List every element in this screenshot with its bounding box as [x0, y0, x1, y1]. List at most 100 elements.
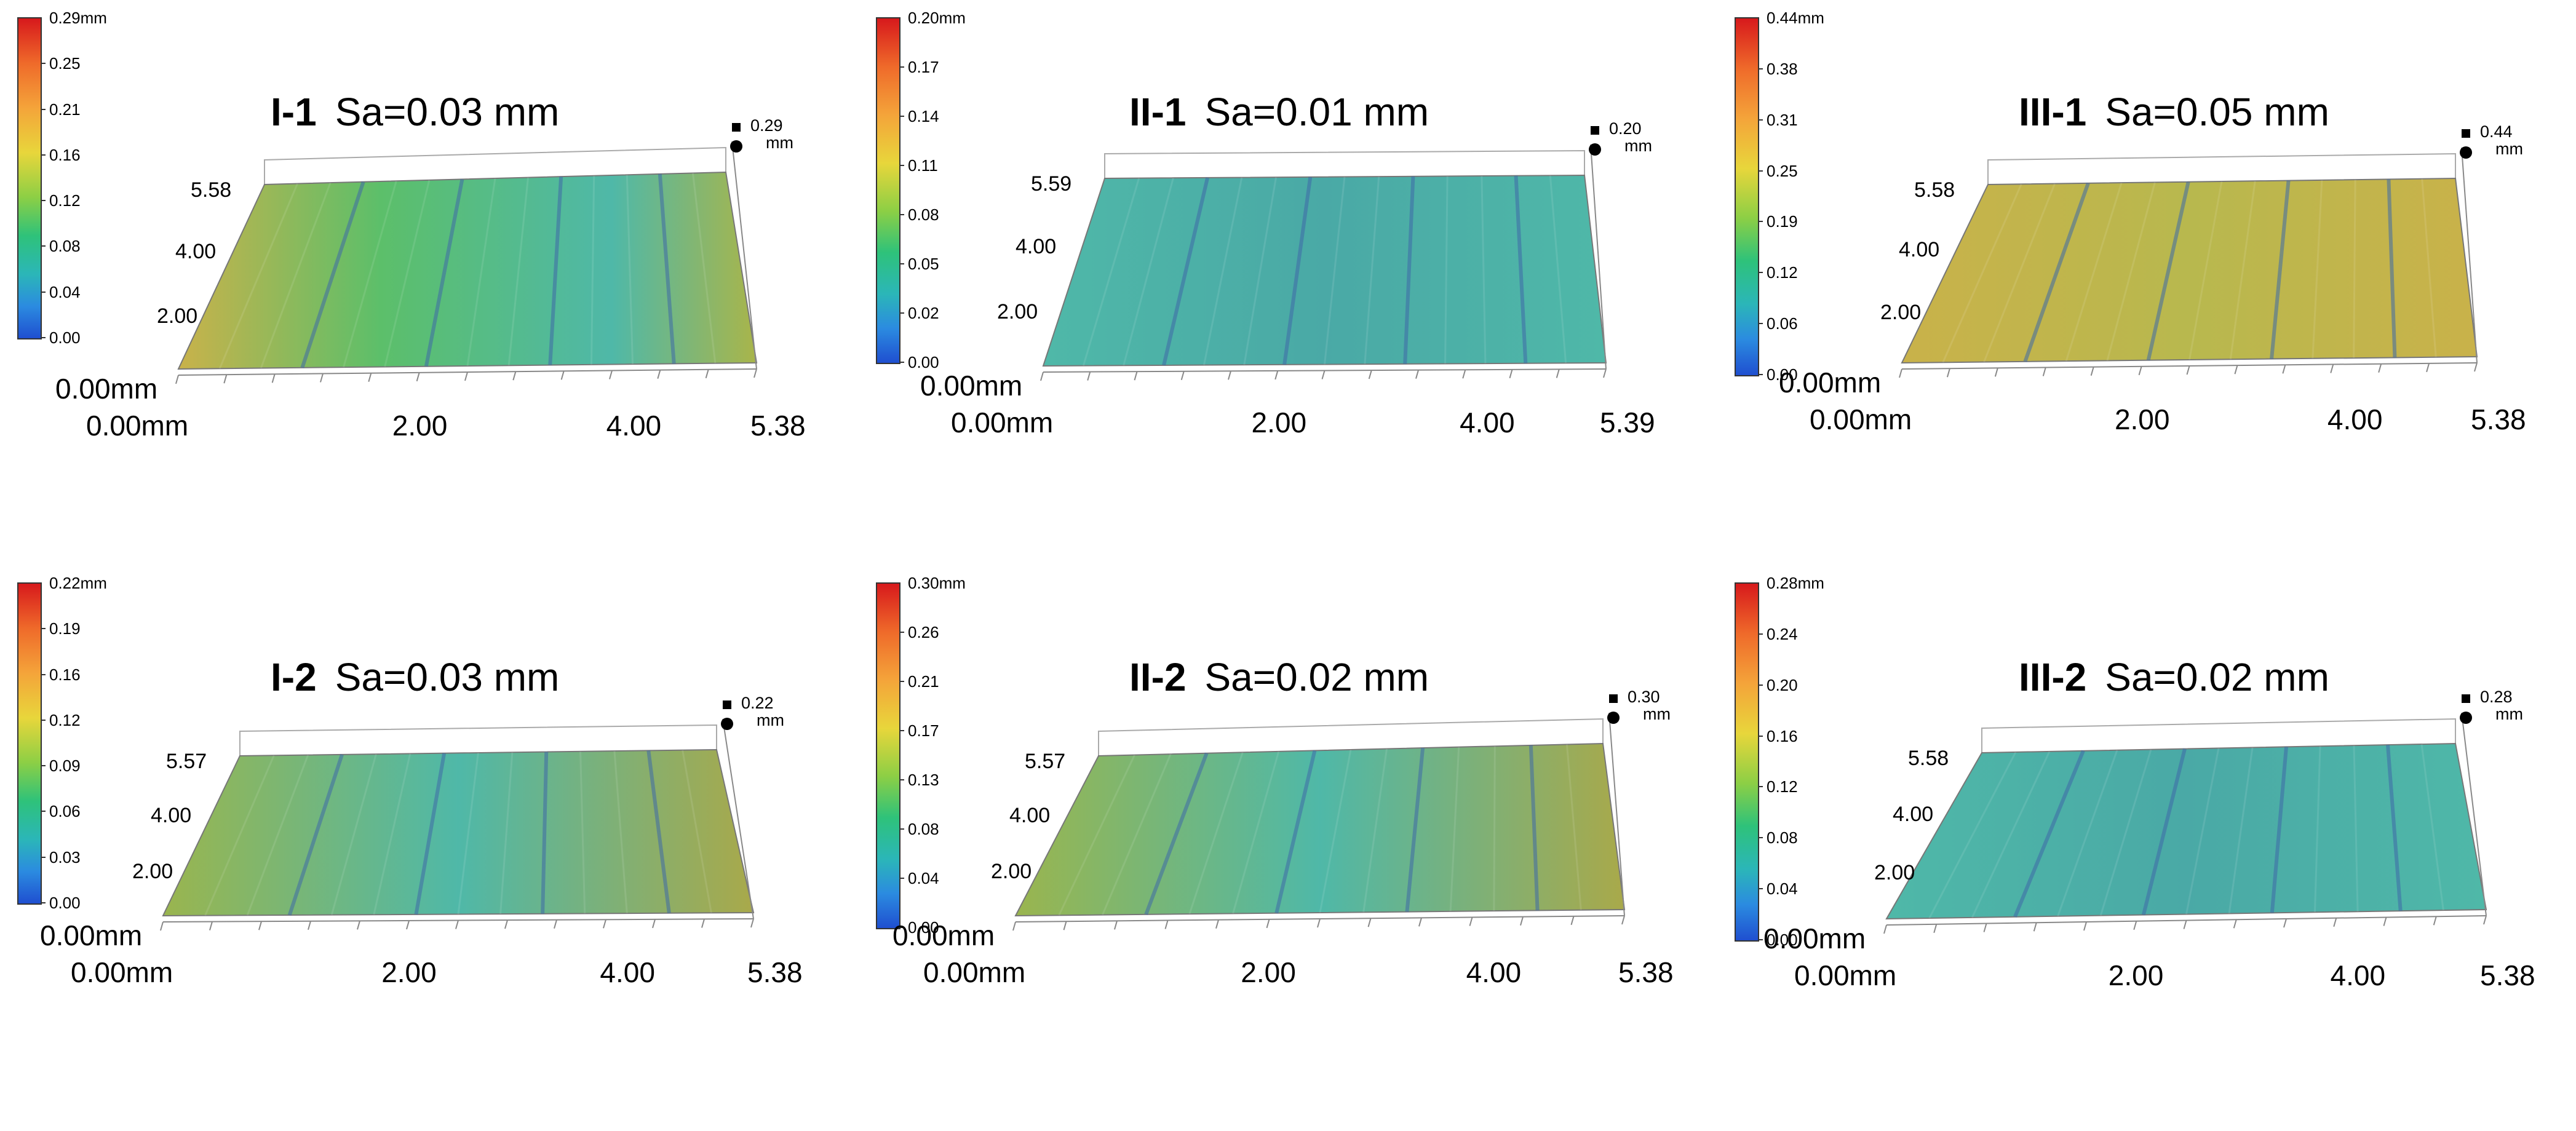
surface-striation — [2313, 746, 2321, 913]
surface-striation — [2106, 182, 2156, 361]
y-axis-tick-label: 5.58 — [1914, 178, 1955, 202]
surface-striation — [300, 181, 365, 368]
z-unit-label: mm — [2495, 140, 2523, 158]
surface-striation — [457, 752, 479, 915]
x-axis-tick-label: 5.38 — [2480, 959, 2535, 991]
color-scale-tick — [899, 927, 904, 928]
color-scale-tick-label: 0.00 — [908, 353, 939, 371]
color-scale-tick — [41, 811, 46, 812]
color-scale-tick-label: 0.16 — [1767, 726, 1798, 745]
surface-striation — [1162, 177, 1210, 366]
x-tick — [554, 919, 557, 929]
x-tick — [1415, 370, 1419, 379]
surface-striation — [2420, 744, 2444, 911]
roughness-value: Sa=0.01 mm — [1204, 90, 1429, 134]
x-axis-tick-label: 2.00 — [381, 956, 437, 988]
surface-striation — [1058, 754, 1135, 916]
surface-striation — [384, 180, 431, 367]
x-axis-origin-label: 0.00mm — [951, 407, 1054, 439]
x-tick — [209, 921, 213, 931]
x-axis-tick-label: 4.00 — [1466, 956, 1522, 988]
surface-striation — [287, 753, 344, 916]
x-tick — [2433, 916, 2437, 926]
surface-striation — [626, 175, 634, 365]
color-scale-tick — [899, 214, 904, 215]
surface-frame — [1981, 718, 2456, 753]
z-unit-label: mm — [1624, 137, 1652, 155]
surface-plot — [1040, 144, 1607, 381]
color-scale-tick — [1758, 939, 1763, 940]
x-tick — [1621, 915, 1625, 925]
surface-striation — [1232, 751, 1280, 914]
surface-striation — [218, 183, 298, 369]
color-scale-tick-label: 0.03 — [49, 847, 81, 867]
surface-striation — [2353, 180, 2356, 359]
y-axis-tick-label: 2.00 — [997, 300, 1038, 324]
surface-striation — [2270, 747, 2288, 913]
color-scale-tick-label: 0.00 — [49, 894, 81, 912]
color-scale-tick — [899, 66, 904, 68]
surface-striation — [1565, 744, 1582, 910]
y-axis-tick-label: 2.00 — [1874, 860, 1915, 884]
surface-striation — [613, 751, 628, 914]
x-tick — [2474, 362, 2478, 372]
x-tick — [1946, 368, 1950, 378]
color-scale-tick — [41, 154, 46, 156]
surface-plot — [175, 141, 758, 384]
color-scale-tick-label: 0.12 — [1767, 777, 1798, 796]
x-axis-tick-label: 4.00 — [2330, 959, 2386, 991]
z-max-marker-square — [2462, 129, 2470, 138]
y-axis-tick-label: 4.00 — [1016, 234, 1057, 258]
z-axis-line — [1590, 144, 1607, 370]
y-axis-tick-label: 4.00 — [175, 240, 217, 263]
z-max-label: 0.29 — [750, 116, 783, 135]
x-tick — [1883, 924, 1887, 934]
color-scale-tick — [899, 362, 904, 363]
sample-label: I-2 — [271, 655, 317, 699]
surface-striation — [1403, 176, 1415, 364]
surface-striation — [548, 176, 563, 365]
x-tick — [2378, 363, 2382, 373]
z-unit-label: mm — [766, 133, 793, 152]
x-axis-tick-label: 2.00 — [2108, 959, 2164, 991]
color-scale-tick — [41, 719, 46, 721]
x-tick — [2283, 918, 2287, 928]
x-tick — [464, 371, 468, 381]
color-scale-tick-label: 0.08 — [1767, 828, 1798, 847]
x-tick — [1266, 919, 1270, 929]
x-tick — [368, 373, 372, 382]
surface-frame — [1104, 149, 1585, 178]
color-scale-tick-label: 0.06 — [49, 802, 81, 821]
x-axis-tick-label: 4.00 — [606, 410, 662, 442]
x-tick — [2133, 921, 2137, 931]
color-scale-tick — [1758, 272, 1763, 274]
x-tick — [1994, 368, 1998, 377]
x-tick — [2330, 364, 2334, 373]
surface-panel: 0.29mm 0.25 0.21 0.16 0.12 0.08 0.04 0.00 I-1 Sa=… — [0, 0, 859, 565]
x-tick — [1180, 371, 1185, 381]
color-scale-tick-label: 0.20 — [1767, 675, 1798, 694]
z-max-marker-square — [732, 123, 741, 132]
x-tick — [2083, 921, 2087, 931]
color-scale-tick — [899, 165, 904, 166]
x-tick — [1012, 921, 1016, 931]
surface-striation — [2229, 181, 2256, 360]
sample-label: II-1 — [1129, 90, 1187, 134]
color-scale-bar — [876, 582, 900, 929]
panel-title: I-1 Sa=0.03 mm — [271, 89, 559, 135]
surface-striation — [2387, 179, 2397, 358]
x-tick — [2234, 365, 2238, 375]
roughness-value: Sa=0.05 mm — [2105, 90, 2329, 134]
color-scale-tick — [1758, 374, 1763, 375]
color-scale-max-label: 0.29mm — [49, 9, 107, 27]
surface-striation — [507, 177, 530, 366]
color-scale-tick — [899, 263, 904, 264]
surface-striation — [2141, 748, 2187, 916]
surface-mesh — [1885, 742, 2487, 920]
color-scale-tick — [41, 337, 46, 338]
z-unit-label: mm — [757, 711, 784, 729]
z-max-label: 0.28 — [2480, 688, 2513, 706]
color-scale-max-label: 0.28mm — [1767, 574, 1824, 592]
roughness-value: Sa=0.03 mm — [335, 655, 560, 699]
surface-panel: 0.28mm 0.24 0.20 0.16 0.12 0.08 0.04 0.00 III-2 S… — [1717, 565, 2576, 1130]
